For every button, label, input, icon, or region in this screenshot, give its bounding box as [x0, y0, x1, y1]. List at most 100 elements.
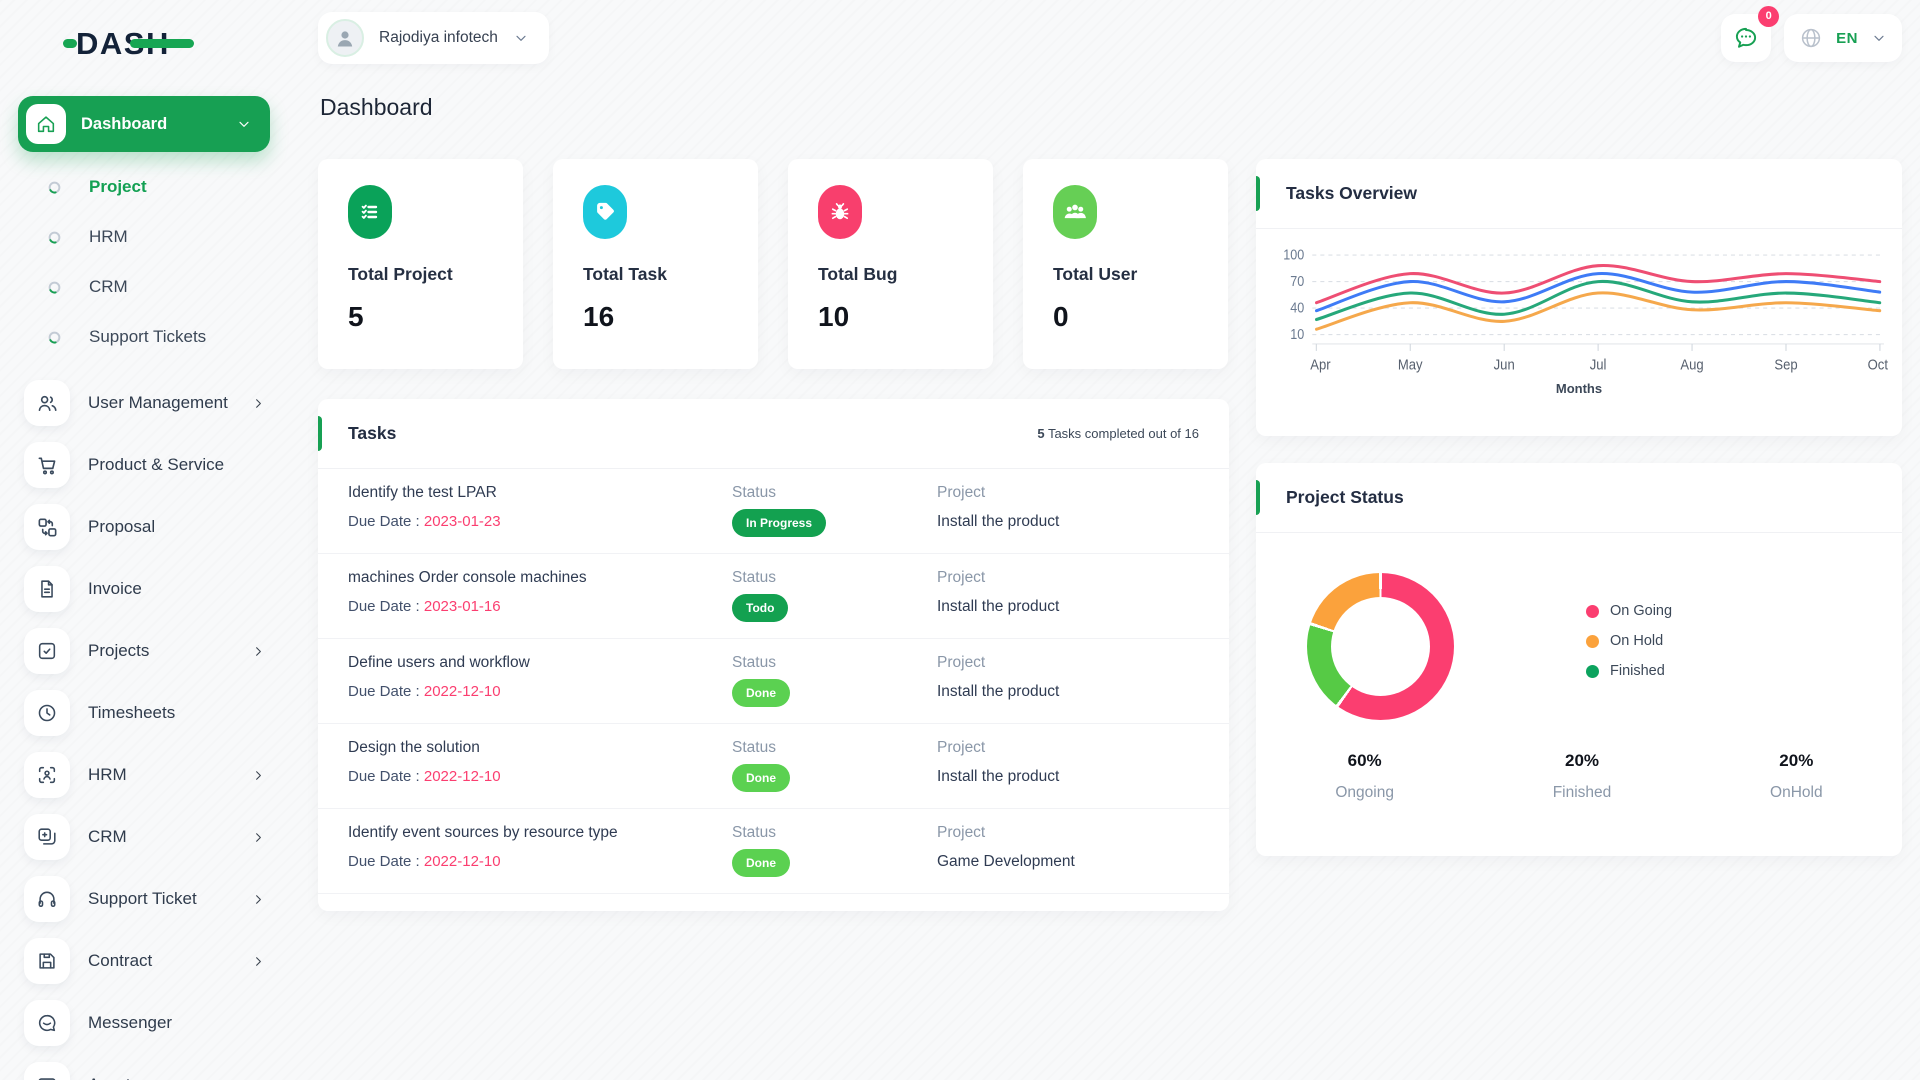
- sidebar-item-label: Assets: [88, 1075, 278, 1080]
- globe-icon: [1799, 26, 1823, 50]
- sidebar-item-assets[interactable]: Assets: [0, 1054, 290, 1080]
- chevron-right-icon: [251, 768, 266, 783]
- sidebar: DASH Dashboard Project HRM CRM Support Tick…: [0, 0, 290, 1080]
- due-date-value: 2022-12-10: [423, 853, 501, 870]
- task-row: Design the solution Due Date : 2022-12-1…: [318, 724, 1229, 809]
- task-status-cell: Status Done: [732, 739, 937, 792]
- chevron-right-icon: [251, 644, 266, 659]
- task-project-cell: Project Install the product: [937, 569, 1199, 622]
- logo-dot-accent: [63, 39, 77, 48]
- stat-card-total-project[interactable]: Total Project 5: [318, 159, 523, 369]
- chat-icon: [1733, 25, 1759, 51]
- status-stat-ongoing: 60% Ongoing: [1335, 751, 1394, 802]
- sidebar-menu: User Management Product & Service Proposal…: [0, 372, 290, 1080]
- left-column: Total Project 5 Total Task 16 Total Bug 10 Tot…: [318, 159, 1229, 911]
- status-badge: Done: [732, 679, 790, 707]
- assets-icon: [24, 1062, 70, 1080]
- sidebar-subitem-hrm[interactable]: HRM: [0, 212, 290, 262]
- stat-value: 0: [1053, 301, 1069, 332]
- stat-label: Total Project: [348, 264, 453, 284]
- task-title: machines Order console machines: [348, 569, 587, 586]
- sidebar-subitem-project[interactable]: Project: [0, 162, 290, 212]
- sidebar-item-projects[interactable]: Projects: [0, 620, 290, 682]
- tasks-list: Identify the test LPAR Due Date : 2023-0…: [318, 469, 1229, 894]
- sidebar-item-contract[interactable]: Contract: [0, 930, 290, 992]
- status-percent-label: OnHold: [1770, 784, 1823, 801]
- due-date-value: 2022-12-10: [423, 683, 501, 700]
- task-due-date: Due Date : 2023-01-23: [348, 513, 732, 530]
- messages-button[interactable]: 0: [1721, 6, 1780, 62]
- brand-logo[interactable]: DASH: [63, 26, 194, 62]
- sidebar-item-crm[interactable]: CRM: [0, 806, 290, 868]
- invoice-icon: [24, 566, 70, 612]
- tag-icon: [583, 185, 627, 239]
- donut-hole: [1331, 597, 1430, 696]
- task-title: Define users and workflow: [348, 654, 530, 671]
- svg-text:Aug: Aug: [1680, 357, 1703, 374]
- sidebar-item-support-ticket[interactable]: Support Ticket: [0, 868, 290, 930]
- sidebar-item-hrm[interactable]: HRM: [0, 744, 290, 806]
- tasks-overview-header: Tasks Overview: [1256, 159, 1902, 229]
- task-status-cell: Status Todo: [732, 569, 937, 622]
- due-date-label: Due Date :: [348, 683, 424, 700]
- sidebar-subitem-label: HRM: [89, 227, 128, 246]
- sidebar-item-messenger[interactable]: Messenger: [0, 992, 290, 1054]
- status-header: Status: [732, 739, 776, 756]
- svg-text:May: May: [1398, 357, 1424, 374]
- status-header: Status: [732, 484, 776, 501]
- project-status-legend: On Going On Hold Finished: [1586, 603, 1672, 679]
- sidebar-item-proposal[interactable]: Proposal: [0, 496, 290, 558]
- task-main-cell: machines Order console machines Due Date…: [348, 569, 732, 622]
- task-row: machines Order console machines Due Date…: [318, 554, 1229, 639]
- task-title: Identify the test LPAR: [348, 484, 497, 501]
- language-selector[interactable]: EN: [1784, 14, 1902, 62]
- tasks-summary-text: Tasks completed out of 16: [1044, 426, 1199, 441]
- dashboard-submenu: Project HRM CRM Support Tickets: [0, 162, 290, 362]
- legend-item-on-going: On Going: [1586, 603, 1672, 619]
- sidebar-subitem-crm[interactable]: CRM: [0, 262, 290, 312]
- bullet-icon: [47, 280, 62, 295]
- sidebar-subitem-support-tickets[interactable]: Support Tickets: [0, 312, 290, 362]
- project-header: Project: [937, 824, 986, 841]
- status-badge: Done: [732, 764, 790, 792]
- project-status-percentages: 60% Ongoing 20% Finished 20% OnHold: [1256, 751, 1902, 802]
- sidebar-item-label: Product & Service: [88, 455, 225, 474]
- project-status-donut-chart: [1307, 573, 1454, 720]
- stat-value: 10: [818, 301, 850, 332]
- sidebar-item-user-management[interactable]: User Management: [0, 372, 290, 434]
- dashboard-label: Dashboard: [81, 114, 168, 133]
- project-header: Project: [937, 654, 986, 671]
- chevron-right-icon: [251, 954, 266, 969]
- task-due-date: Due Date : 2022-12-10: [348, 768, 732, 785]
- stat-card-total-task[interactable]: Total Task 16: [553, 159, 758, 369]
- tasks-overview-chart: 10 40 70 100 Apr May Jun Jul Aug Sep Oct: [1256, 229, 1902, 379]
- task-title: Design the solution: [348, 739, 480, 756]
- workspace-selector[interactable]: Rajodiya infotech: [318, 12, 549, 64]
- chevron-down-icon: [513, 30, 529, 46]
- stat-label: Total Bug: [818, 264, 898, 284]
- task-title: Identify event sources by resource type: [348, 824, 618, 841]
- status-stat-onhold: 20% OnHold: [1770, 751, 1823, 802]
- sidebar-item-product-service[interactable]: Product & Service: [0, 434, 290, 496]
- status-header: Status: [732, 824, 776, 841]
- svg-text:100: 100: [1283, 247, 1304, 263]
- task-main-cell: Identify the test LPAR Due Date : 2023-0…: [348, 484, 732, 537]
- cart-icon: [24, 442, 70, 488]
- status-percent: 20%: [1564, 751, 1600, 770]
- stat-card-total-user[interactable]: Total User 0: [1023, 159, 1228, 369]
- stat-card-total-bug[interactable]: Total Bug 10: [788, 159, 993, 369]
- chevron-right-icon: [251, 396, 266, 411]
- task-row: Define users and workflow Due Date : 202…: [318, 639, 1229, 724]
- sidebar-item-timesheets[interactable]: Timesheets: [0, 682, 290, 744]
- sidebar-item-dashboard[interactable]: Dashboard: [18, 96, 270, 152]
- project-status-header: Project Status: [1256, 463, 1902, 533]
- workspace-avatar: [326, 19, 364, 57]
- task-main-cell: Define users and workflow Due Date : 202…: [348, 654, 732, 707]
- due-date-value: 2023-01-23: [423, 513, 501, 530]
- due-date-label: Due Date :: [348, 768, 424, 785]
- legend-label: On Hold: [1610, 633, 1664, 649]
- sidebar-item-invoice[interactable]: Invoice: [0, 558, 290, 620]
- status-header: Status: [732, 569, 776, 586]
- status-badge: In Progress: [732, 509, 827, 537]
- bullet-icon: [47, 230, 62, 245]
